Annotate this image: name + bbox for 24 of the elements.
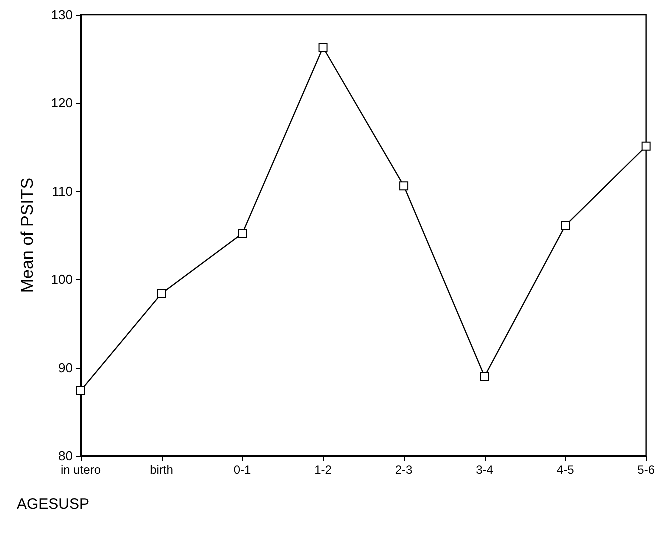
y-tick-label: 100	[51, 272, 73, 288]
y-axis-title: Mean of PSITS	[18, 178, 37, 294]
point	[561, 221, 570, 230]
point	[480, 372, 490, 382]
x-axis-title: AGESUSP	[17, 496, 90, 513]
y-tick-label: 130	[51, 8, 73, 22]
x-tick-label: 5-6	[638, 463, 656, 477]
x-tick-label: birth	[150, 463, 174, 477]
x-tick-label: 4-5	[556, 463, 575, 477]
point	[318, 43, 328, 52]
y-tick-label: 80	[58, 448, 73, 464]
point	[76, 386, 86, 396]
point	[157, 289, 166, 298]
y-tick-label: 90	[58, 360, 73, 376]
y-tick-label: 120	[51, 96, 73, 111]
point	[238, 229, 248, 238]
point	[400, 182, 409, 191]
point	[642, 142, 651, 151]
x-tick-label: in utero	[60, 463, 102, 477]
y-tick-label: 110	[52, 184, 73, 199]
x-tick-label: 1-2	[314, 463, 332, 477]
x-tick-label: 2-3	[395, 463, 414, 477]
x-tick-label: 3-4	[476, 463, 494, 477]
x-tick-label: 0-1	[234, 463, 252, 477]
